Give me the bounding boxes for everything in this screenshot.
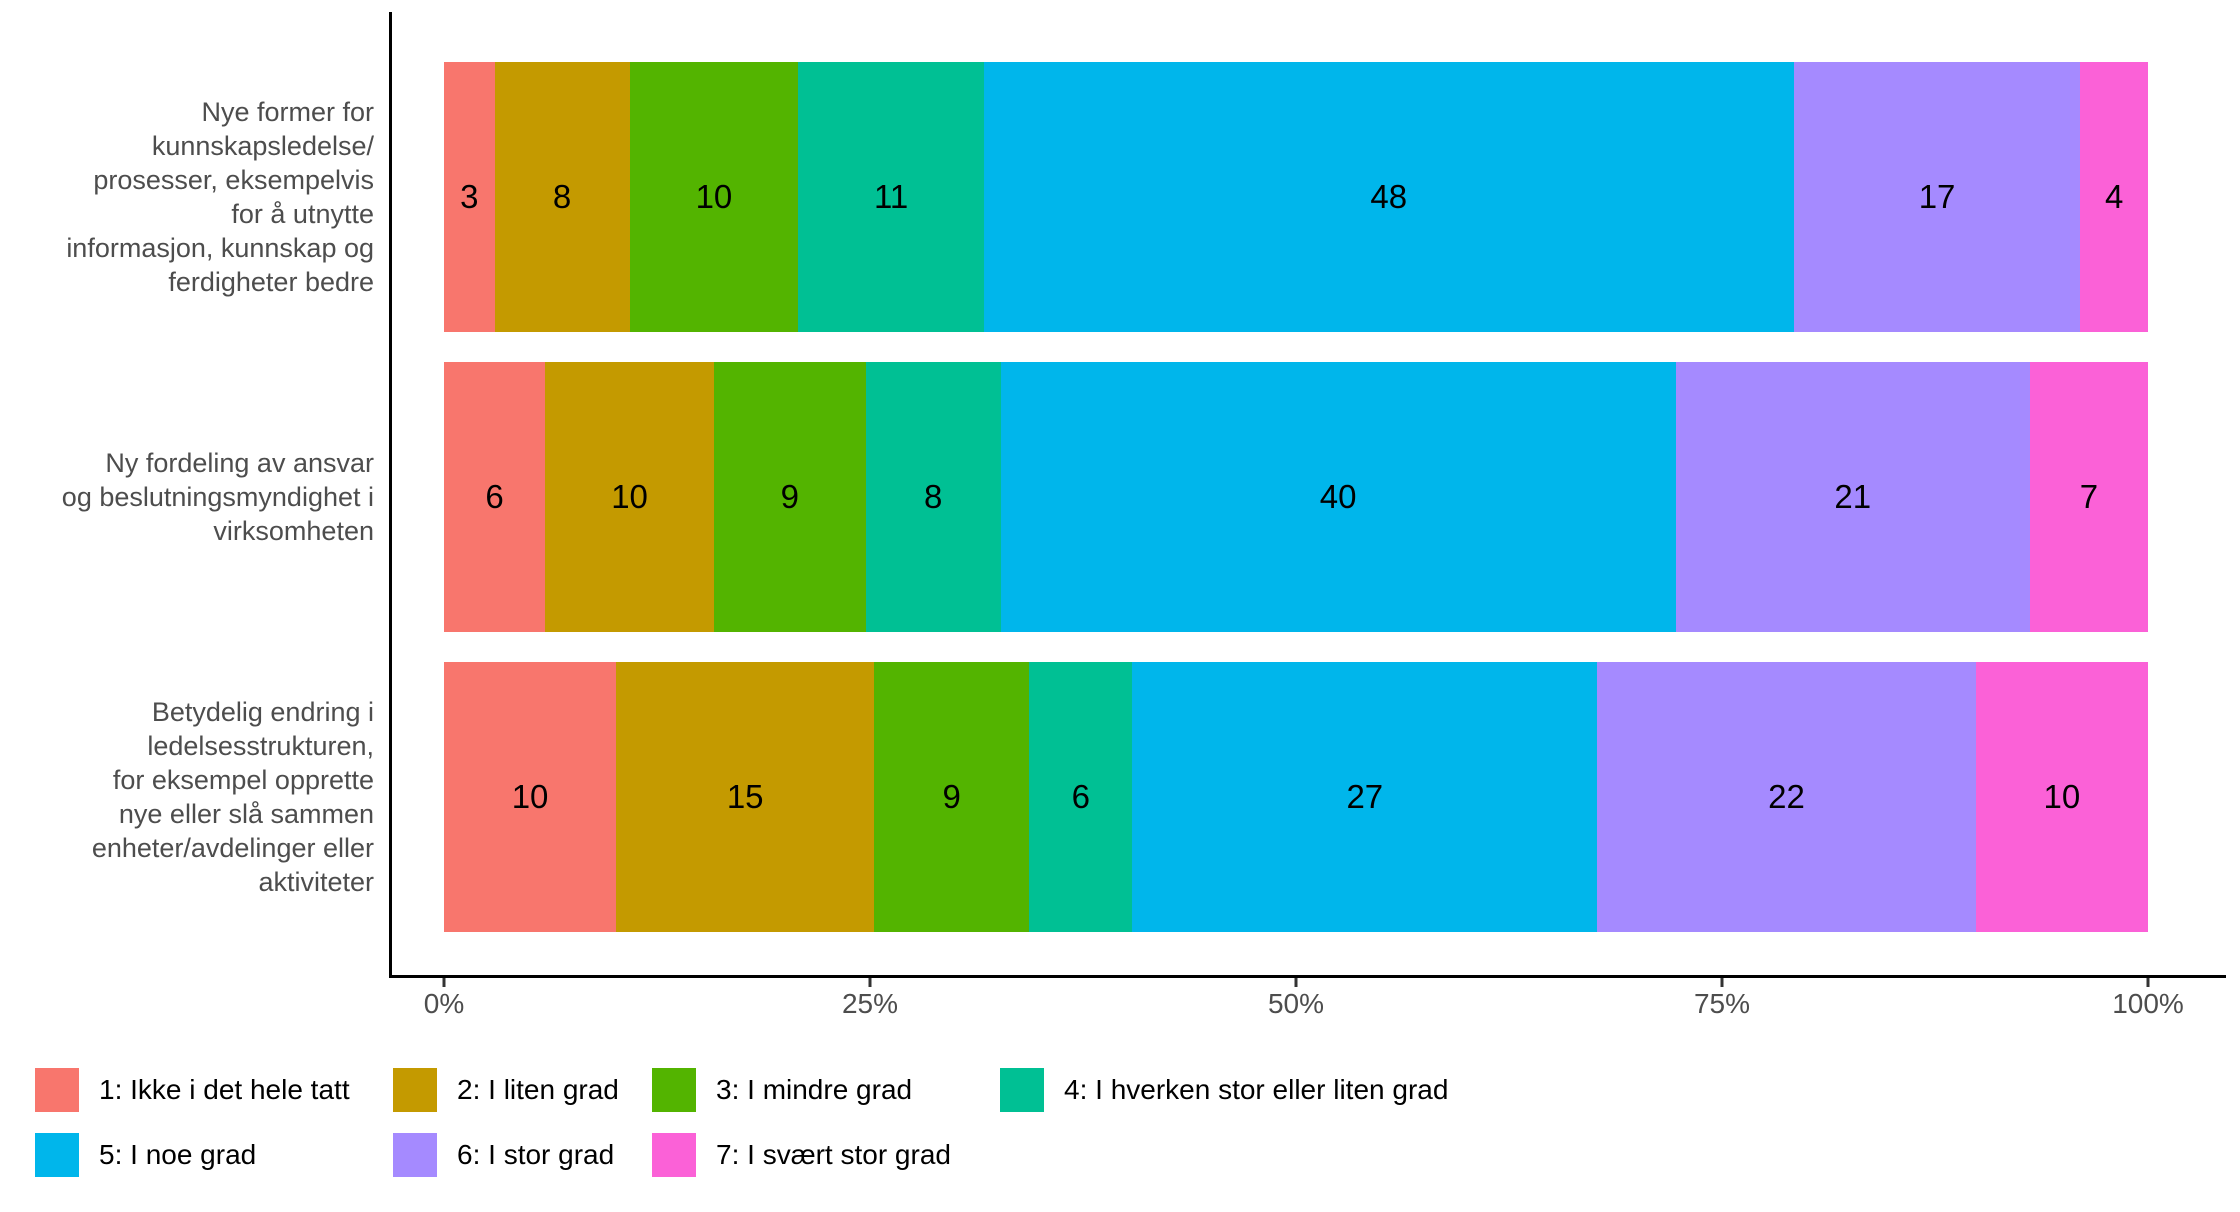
category-label: Nye former for kunnskapsledelse/ prosess… [66, 97, 374, 297]
legend-item: 5: I noe grad [35, 1133, 256, 1177]
segment-value-label: 8 [552, 178, 572, 215]
bar-segment: 8 [865, 362, 1001, 632]
x-tick-mark [442, 978, 446, 987]
bar-segment: 17 [1793, 62, 2081, 332]
bar-segment: 40 [1000, 362, 1676, 632]
legend-key-swatch [652, 1068, 696, 1112]
bar-segment: 15 [616, 662, 875, 932]
bar-segment: 10 [444, 662, 617, 932]
legend-item: 4: I hverken stor eller liten grad [1000, 1068, 1448, 1112]
legend-label: 4: I hverken stor eller liten grad [1064, 1074, 1449, 1105]
bar-row: 3 8 10 11 48 17 4 [444, 62, 2148, 332]
legend-item: 2: I liten grad [393, 1068, 619, 1112]
legend-item: 7: I svært stor grad [652, 1133, 951, 1177]
x-axis-line [389, 975, 2226, 978]
x-tick-label: 100% [2112, 988, 2184, 1019]
segment-value-label: 17 [1918, 178, 1956, 215]
bar-segment: 10 [629, 62, 799, 332]
bar-segment: 9 [713, 362, 866, 632]
legend-label: 2: I liten grad [457, 1074, 619, 1105]
legend-label: 1: Ikke i det hele tatt [99, 1074, 350, 1105]
legend-key-swatch [35, 1133, 79, 1177]
bar-segment: 6 [1029, 662, 1133, 932]
bar-segment: 10 [1975, 662, 2148, 932]
segment-value-label: 9 [780, 478, 800, 515]
legend-item: 3: I mindre grad [652, 1068, 912, 1112]
segment-value-label: 22 [1768, 778, 1805, 815]
bar-segment: 21 [1675, 362, 2030, 632]
legend-key-swatch [35, 1068, 79, 1112]
segment-value-label: 3 [460, 178, 479, 215]
segment-value-label: 10 [511, 778, 549, 815]
x-tick-label: 25% [841, 988, 899, 1019]
bar-segment: 8 [494, 62, 630, 332]
segment-value-label: 10 [2043, 778, 2081, 815]
x-tick-mark [2146, 978, 2150, 987]
category-label: Ny fordeling av ansvar og beslutningsmyn… [61, 448, 374, 546]
legend-label: 6: I stor grad [457, 1139, 615, 1170]
segment-value-label: 40 [1319, 478, 1357, 515]
legend-key-swatch [652, 1133, 696, 1177]
segment-value-label: 6 [485, 478, 504, 515]
bar-segment: 48 [983, 62, 1794, 332]
bar-row: 6 10 9 8 40 21 7 [444, 362, 2148, 632]
bar-segment: 11 [798, 62, 984, 332]
legend-label: 3: I mindre grad [716, 1074, 913, 1105]
segment-value-label: 21 [1834, 478, 1872, 515]
x-tick-label: 75% [1693, 988, 1751, 1019]
legend-key-swatch [1000, 1068, 1044, 1112]
bar-segment: 22 [1597, 662, 1976, 932]
bar-segment: 27 [1132, 662, 1598, 932]
segment-value-label: 11 [873, 178, 909, 215]
bar-segment: 7 [2029, 362, 2148, 632]
segment-value-label: 27 [1346, 778, 1384, 815]
segment-value-label: 9 [942, 778, 961, 815]
x-tick-mark [868, 978, 872, 987]
segment-value-label: 10 [611, 478, 648, 515]
legend-key-swatch [393, 1068, 437, 1112]
segment-value-label: 4 [2105, 178, 2124, 215]
bar-segment: 10 [545, 362, 714, 632]
bar-segment: 3 [444, 62, 495, 332]
x-tick-label: 0% [423, 988, 465, 1019]
bar-row: 10 15 9 6 27 22 10 [444, 662, 2148, 932]
legend-item: 1: Ikke i det hele tatt [35, 1068, 350, 1112]
x-tick-label: 50% [1267, 988, 1325, 1019]
bar-segment: 4 [2080, 62, 2148, 332]
bar-segment: 9 [874, 662, 1030, 932]
y-axis-line [389, 12, 392, 978]
legend-label: 5: I noe grad [99, 1139, 257, 1170]
segment-value-label: 8 [924, 478, 943, 515]
bar-segment: 6 [444, 362, 546, 632]
segment-value-label: 10 [695, 178, 733, 215]
legend-item: 6: I stor grad [393, 1133, 614, 1177]
segment-value-label: 7 [2079, 478, 2099, 515]
legend-label: 7: I svært stor grad [716, 1139, 951, 1170]
segment-value-label: 15 [726, 778, 764, 815]
segment-value-label: 48 [1370, 178, 1408, 215]
x-tick-mark [1294, 978, 1298, 987]
category-label: Betydelig endring i ledelsesstrukturen, … [91, 697, 374, 897]
x-tick-mark [1720, 978, 1724, 987]
legend-key-swatch [393, 1133, 437, 1177]
segment-value-label: 6 [1071, 778, 1090, 815]
